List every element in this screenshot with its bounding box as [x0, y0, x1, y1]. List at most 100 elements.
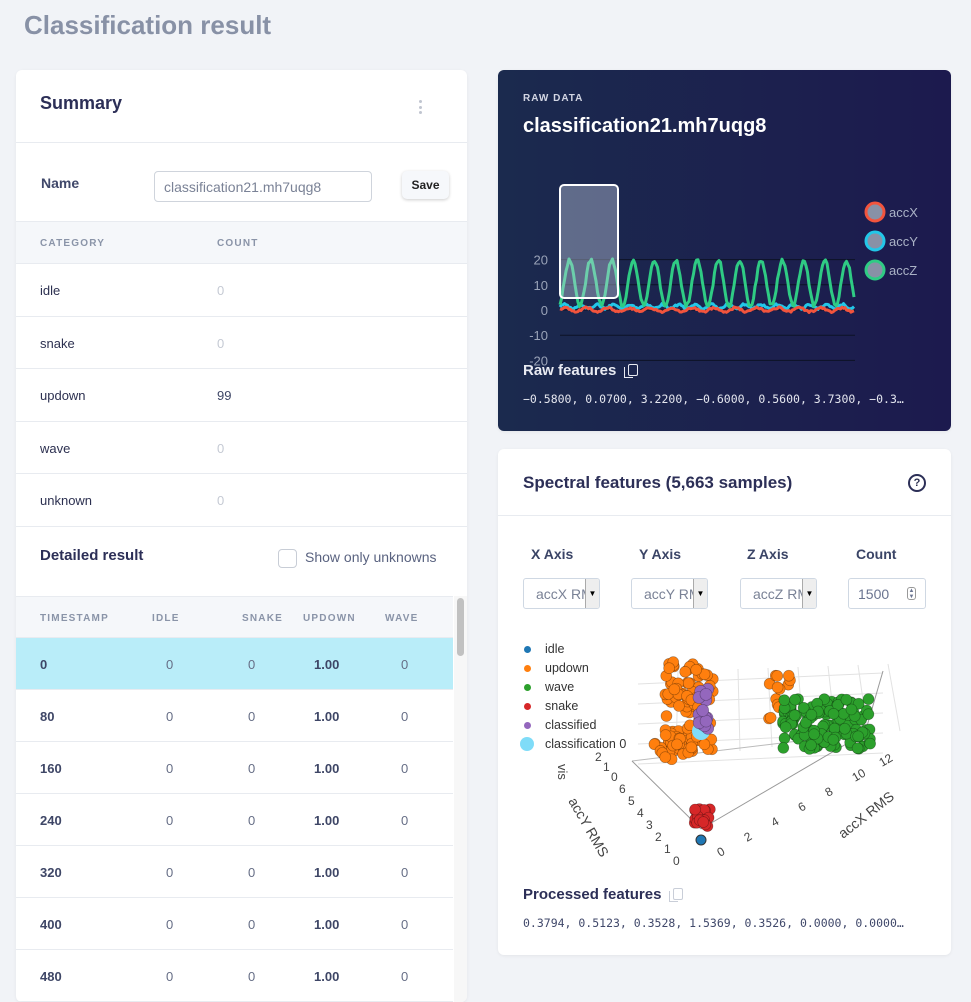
table-row[interactable]: 320 0 0 1.00 0 — [16, 846, 453, 898]
legend-label: wave — [545, 680, 575, 694]
more-options-icon[interactable] — [419, 100, 423, 114]
point-classified — [696, 704, 710, 717]
column-header-updown: UPDOWN — [303, 613, 356, 624]
category-count: 0 — [217, 440, 225, 456]
point-wave — [827, 733, 840, 746]
point-updown — [679, 666, 691, 678]
cell-snake: 0 — [248, 761, 256, 776]
cell-updown: 1.00 — [314, 657, 340, 672]
category-count: 0 — [217, 283, 225, 298]
point-wave — [864, 737, 876, 750]
show-only-unknowns-label[interactable]: Show only unknowns — [305, 548, 437, 565]
legend-label: accY — [889, 234, 918, 249]
category-name: unknown — [40, 493, 93, 508]
legend-label: classified — [545, 718, 597, 732]
z-tick-label: 2 — [595, 750, 602, 764]
category-name: idle — [40, 283, 61, 298]
legend-label: idle — [545, 642, 565, 656]
table-scrollbar[interactable] — [454, 596, 467, 1002]
y-tick-label: 4 — [637, 806, 644, 820]
table-row[interactable]: 160 0 0 1.00 0 — [16, 742, 453, 794]
point-wave — [852, 730, 864, 743]
legend-label: classification 0 — [545, 737, 627, 751]
cell-timestamp: 80 — [40, 709, 55, 724]
stepper-icon[interactable]: ▲ ▼ — [907, 587, 916, 600]
cell-idle: 0 — [166, 865, 174, 880]
count-value: 1500 — [858, 586, 890, 602]
column-header-snake: SNAKE — [242, 613, 284, 624]
y-tick-label: -10 — [529, 328, 548, 343]
point-wave — [778, 732, 791, 745]
x-axis-select[interactable]: accX RMS▼ — [523, 578, 600, 609]
point-updown — [659, 729, 672, 741]
cell-timestamp: 0 — [40, 657, 48, 672]
legend-marker-accZ — [864, 259, 886, 281]
point-wave — [789, 693, 801, 706]
cell-idle: 0 — [166, 813, 174, 828]
x-tick-label: 6 — [796, 799, 809, 815]
legend-marker-accY — [864, 230, 886, 252]
processed-features-values: 0.3794, 0.5123, 0.3528, 1.5369, 0.3526, … — [523, 916, 904, 930]
page-title: Classification result — [24, 10, 272, 40]
show-only-unknowns-checkbox[interactable] — [278, 548, 297, 568]
table-row[interactable]: 400 0 0 1.00 0 — [16, 898, 453, 950]
count-label: Count — [856, 546, 897, 562]
question-circle-icon[interactable]: ? — [908, 474, 926, 492]
point-updown — [660, 710, 673, 722]
category-row: unknown 0 — [16, 474, 467, 527]
y-axis-select[interactable]: accY RMS▼ — [631, 578, 708, 609]
y-tick-label: 20 — [534, 253, 548, 268]
x-tick-label: 8 — [823, 784, 836, 800]
detailed-result-title: Detailed result — [40, 546, 144, 564]
copy-icon[interactable] — [669, 888, 684, 902]
point-snake — [689, 803, 701, 816]
table-row[interactable]: 480 0 0 1.00 0 — [16, 950, 453, 1002]
legend-marker — [520, 737, 534, 751]
category-name: snake — [40, 335, 75, 351]
point-updown — [685, 741, 698, 754]
table-row[interactable]: 0 0 0 1.00 0 — [16, 638, 453, 690]
cell-wave: 0 — [401, 917, 409, 932]
column-header-category: CATEGORY — [40, 238, 106, 249]
raw-data-chart[interactable]: 20 10 0 -10 -20 accX accY accZ — [498, 170, 951, 420]
axis-line — [631, 760, 702, 830]
point-wave — [779, 721, 792, 733]
save-button[interactable]: Save — [402, 171, 449, 199]
y-tick-label: 10 — [534, 278, 548, 293]
count-input[interactable]: 1500 ▲ ▼ — [848, 578, 926, 609]
point-updown — [668, 683, 681, 696]
name-input[interactable] — [154, 171, 372, 202]
cell-snake: 0 — [248, 865, 256, 880]
cell-snake: 0 — [248, 709, 256, 724]
z-axis-select[interactable]: accZ RMS▼ — [740, 578, 817, 609]
copy-icon[interactable] — [624, 364, 639, 378]
gridline — [637, 752, 884, 765]
category-row: updown 99 — [16, 369, 467, 422]
column-header-idle: IDLE — [152, 613, 180, 624]
processed-features-label: Processed features — [523, 886, 662, 903]
legend-label: accZ — [889, 263, 917, 278]
x-axis-label: X Axis — [531, 546, 574, 562]
cell-wave: 0 — [401, 969, 409, 984]
y-tick-label: 3 — [646, 818, 653, 832]
table-row[interactable]: 240 0 0 1.00 0 — [16, 794, 453, 846]
y-tick-label: 0 — [541, 303, 548, 318]
legend-marker — [524, 665, 531, 672]
y-axis-value: accY RMS — [644, 586, 694, 602]
dropdown-arrow-icon: ▼ — [802, 579, 816, 608]
gridline — [737, 668, 741, 752]
point-wave — [832, 699, 844, 711]
cell-wave: 0 — [401, 865, 409, 880]
category-name: updown — [40, 388, 86, 403]
column-header-timestamp: TIMESTAMP — [40, 613, 109, 624]
category-row: wave 0 — [16, 422, 467, 474]
point-updown — [782, 669, 795, 682]
raw-data-subtitle: RAW DATA — [523, 93, 584, 104]
raw-features-label: Raw features — [523, 362, 617, 379]
cell-wave: 0 — [401, 761, 409, 776]
cell-updown: 1.00 — [314, 761, 340, 776]
point-wave — [840, 693, 853, 706]
legend-marker-accX — [864, 201, 886, 223]
table-row[interactable]: 80 0 0 1.00 0 — [16, 690, 453, 742]
